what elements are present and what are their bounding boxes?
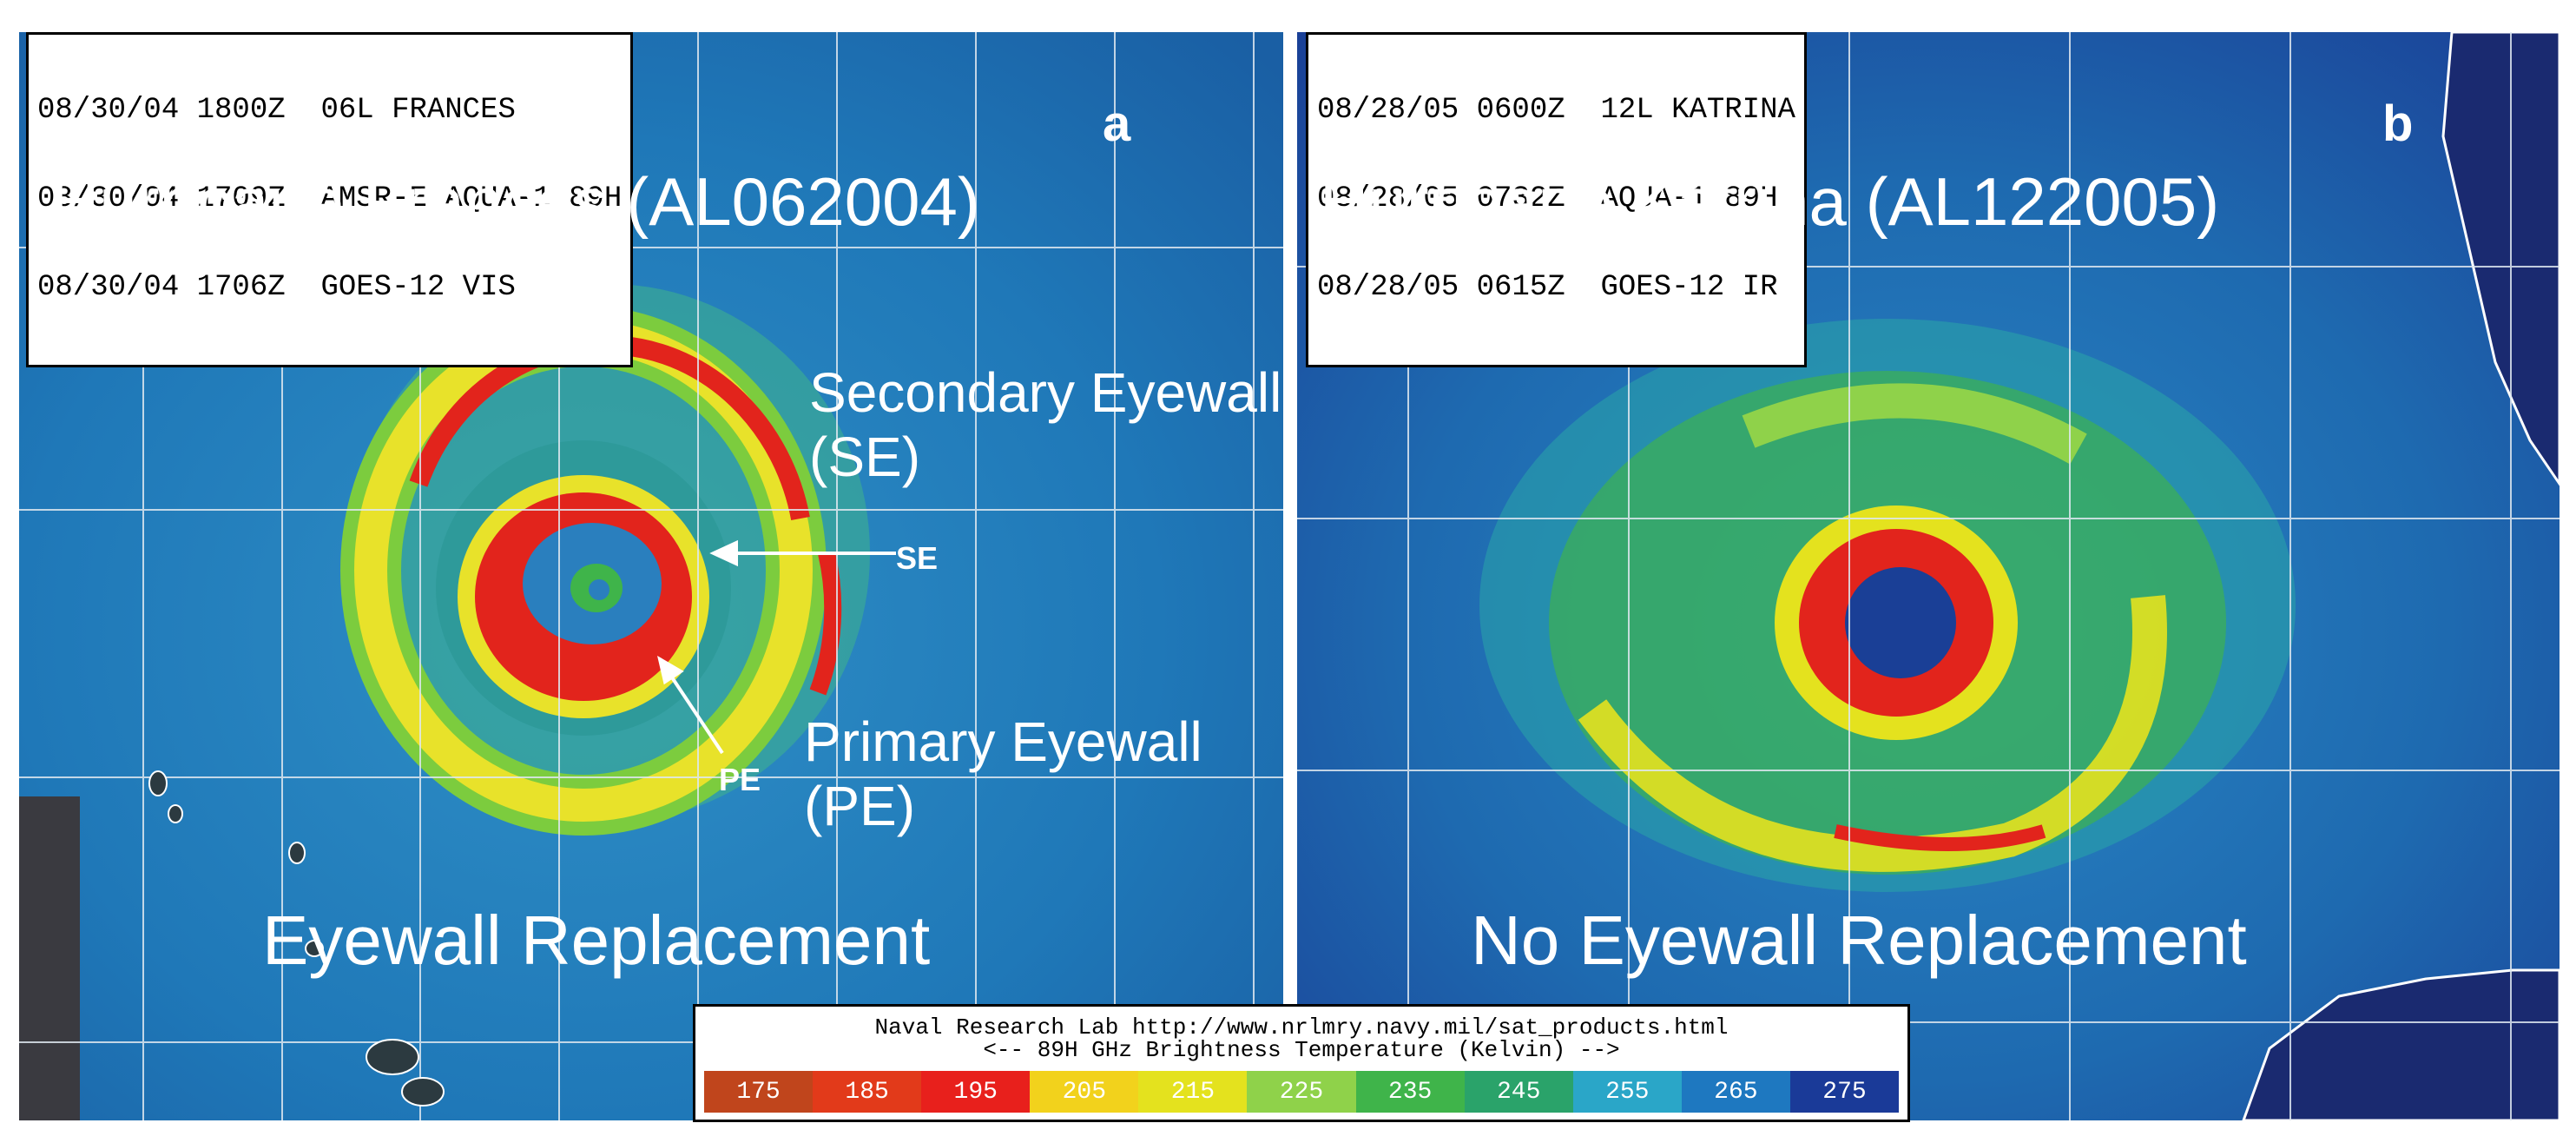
katrina-header-line: 08/28/05 0615Z GOES-12 IR bbox=[1317, 271, 1778, 304]
legend-tick-225: 225 bbox=[1247, 1071, 1356, 1113]
frances-bottom-label: Eyewall Replacement bbox=[262, 902, 931, 979]
katrina-satellite-image bbox=[1297, 32, 2560, 1120]
se-arrow-label: SE bbox=[896, 540, 939, 576]
legend-tick-265: 265 bbox=[1681, 1071, 1790, 1113]
pe-arrow bbox=[669, 673, 724, 755]
katrina-header-line: 08/28/05 0732Z AQUA-1 89H bbox=[1317, 182, 1778, 215]
secondary-eyewall-label: Secondary Eyewall (SE) bbox=[809, 360, 1281, 489]
legend-source-line: Naval Research Lab http://www.nrlmry.nav… bbox=[874, 1014, 1729, 1041]
panel-b-katrina-image: 08/28/05 0600Z 12L KATRINA 08/28/05 0732… bbox=[1297, 32, 2560, 1120]
pe-arrow-label: PE bbox=[719, 762, 761, 797]
legend-tick-195: 195 bbox=[921, 1071, 1031, 1113]
primary-eyewall-label: Primary Eyewall (PE) bbox=[804, 710, 1202, 838]
legend-tick-235: 235 bbox=[1355, 1071, 1465, 1113]
katrina-header-box: 08/28/05 0600Z 12L KATRINA 08/28/05 0732… bbox=[1306, 32, 1807, 367]
primary-eyewall-label-line2: (PE) bbox=[804, 775, 915, 837]
panel-a-letter: a bbox=[1103, 96, 1131, 152]
frances-header-line: 08/30/04 1709Z AMSR-E AQUA-1 89H bbox=[37, 182, 623, 215]
katrina-bottom-label: No Eyewall Replacement bbox=[1471, 902, 2247, 979]
legend-tick-245: 245 bbox=[1464, 1071, 1573, 1113]
legend-tick-275: 275 bbox=[1789, 1071, 1900, 1113]
legend-tick-255: 255 bbox=[1572, 1071, 1682, 1113]
pe-arrow-head bbox=[657, 655, 684, 685]
legend-units-line: <-- 89H GHz Brightness Temperature (Kelv… bbox=[983, 1037, 1620, 1063]
brightness-temperature-legend: Naval Research Lab http://www.nrlmry.nav… bbox=[693, 1004, 1910, 1122]
frances-header-line: 08/30/04 1706Z GOES-12 VIS bbox=[37, 271, 516, 304]
annotation-arrows bbox=[657, 539, 896, 755]
se-arrow-head bbox=[709, 539, 738, 567]
panel-b-letter: b bbox=[2382, 96, 2414, 152]
legend-tick-205: 205 bbox=[1030, 1071, 1139, 1113]
frances-satellite-image bbox=[19, 32, 1283, 1120]
katrina-title: Hurricane Katrina (AL122005) bbox=[1320, 163, 2220, 240]
frances-header-line: 08/30/04 1800Z 06L FRANCES bbox=[37, 94, 516, 127]
legend-tick-185: 185 bbox=[813, 1071, 922, 1113]
secondary-eyewall-label-line2: (SE) bbox=[809, 426, 920, 488]
katrina-header-line: 08/28/05 0600Z 12L KATRINA bbox=[1317, 94, 1795, 127]
panel-a-frances-image: 08/30/04 1800Z 06L FRANCES 08/30/04 1709… bbox=[19, 32, 1283, 1120]
legend-tick-215: 215 bbox=[1138, 1071, 1248, 1113]
secondary-eyewall-label-line1: Secondary Eyewall bbox=[809, 361, 1282, 424]
legend-tick-175: 175 bbox=[704, 1071, 814, 1113]
frances-title: Hurricane Frances (AL062004) bbox=[50, 163, 980, 240]
primary-eyewall-label-line1: Primary Eyewall bbox=[804, 710, 1202, 773]
frances-header-box: 08/30/04 1800Z 06L FRANCES 08/30/04 1709… bbox=[26, 32, 634, 367]
legend-colorbar: 175 185 195 205 215 225 235 245 255 265 275 bbox=[704, 1071, 1900, 1113]
